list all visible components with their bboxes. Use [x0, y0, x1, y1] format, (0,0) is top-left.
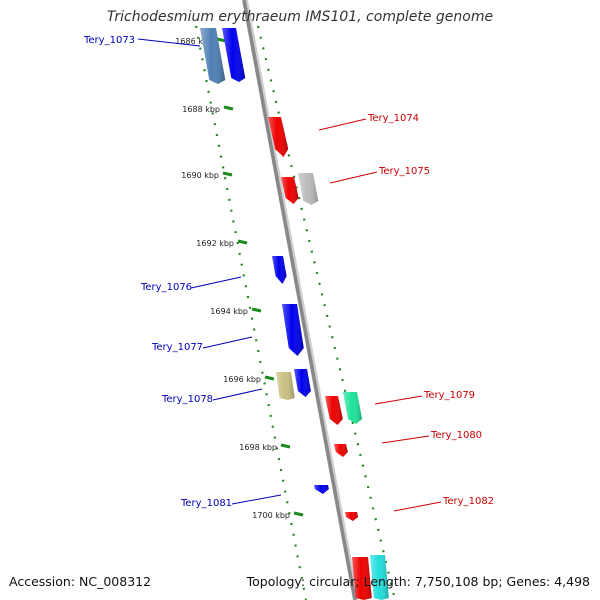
gene-label-leader-line	[374, 395, 423, 405]
scale-tick-mark	[222, 171, 233, 177]
feature-reverse-gene[interactable]	[200, 28, 226, 84]
gene-tery-1073[interactable]	[222, 28, 246, 82]
gene-label[interactable]: Tery_1074	[367, 113, 419, 124]
scale-tick-mark	[223, 105, 234, 111]
map-title: Trichodesmium erythraeum IMS101, complet…	[106, 9, 494, 25]
feature-forward-gene[interactable]	[352, 557, 372, 600]
gene-tery-1079[interactable]	[325, 396, 343, 425]
gene-label[interactable]: Tery_1082	[442, 496, 494, 507]
feature-reverse-gene[interactable]	[276, 372, 295, 400]
gene-label[interactable]: Tery_1076	[140, 282, 192, 293]
scale-tick-mark	[251, 307, 262, 313]
backbone-ring	[242, 0, 357, 600]
gene-label-leader-line	[329, 171, 378, 184]
gene-label[interactable]: Tery_1073	[83, 35, 135, 46]
accession-text: Accession: NC_008312	[9, 574, 152, 589]
gene-label[interactable]: Tery_1078	[161, 394, 213, 405]
gene-label-leader-line	[318, 118, 367, 131]
gene-label[interactable]: Tery_1081	[180, 498, 232, 509]
gene-tery-1081[interactable]	[314, 485, 329, 494]
gene-label[interactable]: Tery_1075	[378, 166, 430, 177]
feature-forward-gene[interactable]	[370, 555, 389, 600]
gene-tery-1082[interactable]	[345, 512, 359, 521]
gene-tery-1076[interactable]	[272, 256, 287, 284]
scale-tick-label: 1692 kbp	[196, 239, 234, 248]
scale-tick-mark	[280, 443, 291, 449]
scale-tick-label: 1696 kbp	[223, 375, 261, 384]
feature-forward-gene[interactable]	[298, 173, 319, 205]
scale-tick-label: 1698 kbp	[239, 443, 277, 452]
scale-tick-label: 1694 kbp	[210, 307, 248, 316]
gene-label-leader-line	[393, 501, 442, 512]
gene-label-leader-line	[202, 336, 253, 349]
gene-tery-1078[interactable]	[294, 369, 311, 397]
gene-tery-1080[interactable]	[334, 444, 348, 457]
gene-label-leader-line	[137, 38, 201, 47]
scale-tick-mark	[264, 375, 275, 381]
gene-label-leader-line	[231, 494, 282, 505]
gene-tery-1074[interactable]	[268, 117, 289, 157]
gene-tery-1075[interactable]	[281, 177, 299, 204]
gene-tery-1077[interactable]	[282, 304, 304, 356]
scale-tick-label: 1700 kbp	[252, 511, 290, 520]
gene-label-leader-line	[190, 276, 242, 289]
gene-label[interactable]: Tery_1080	[430, 430, 482, 441]
scale-tick-label: 1688 kbp	[182, 105, 220, 114]
feature-forward-gene[interactable]	[343, 392, 363, 424]
genome-summary-text: Topology: circular; Length: 7,750,108 bp…	[246, 574, 590, 589]
gene-label[interactable]: Tery_1077	[151, 342, 203, 353]
gene-label-leader-line	[381, 435, 430, 444]
scale-tick-mark	[293, 511, 304, 517]
scale-tick-label: 1686 kbp	[175, 37, 213, 46]
scale-tick-label: 1690 kbp	[181, 171, 219, 180]
gene-label-leader-line	[212, 388, 263, 401]
gene-label[interactable]: Tery_1079	[423, 390, 475, 401]
scale-tick-mark	[237, 239, 248, 245]
